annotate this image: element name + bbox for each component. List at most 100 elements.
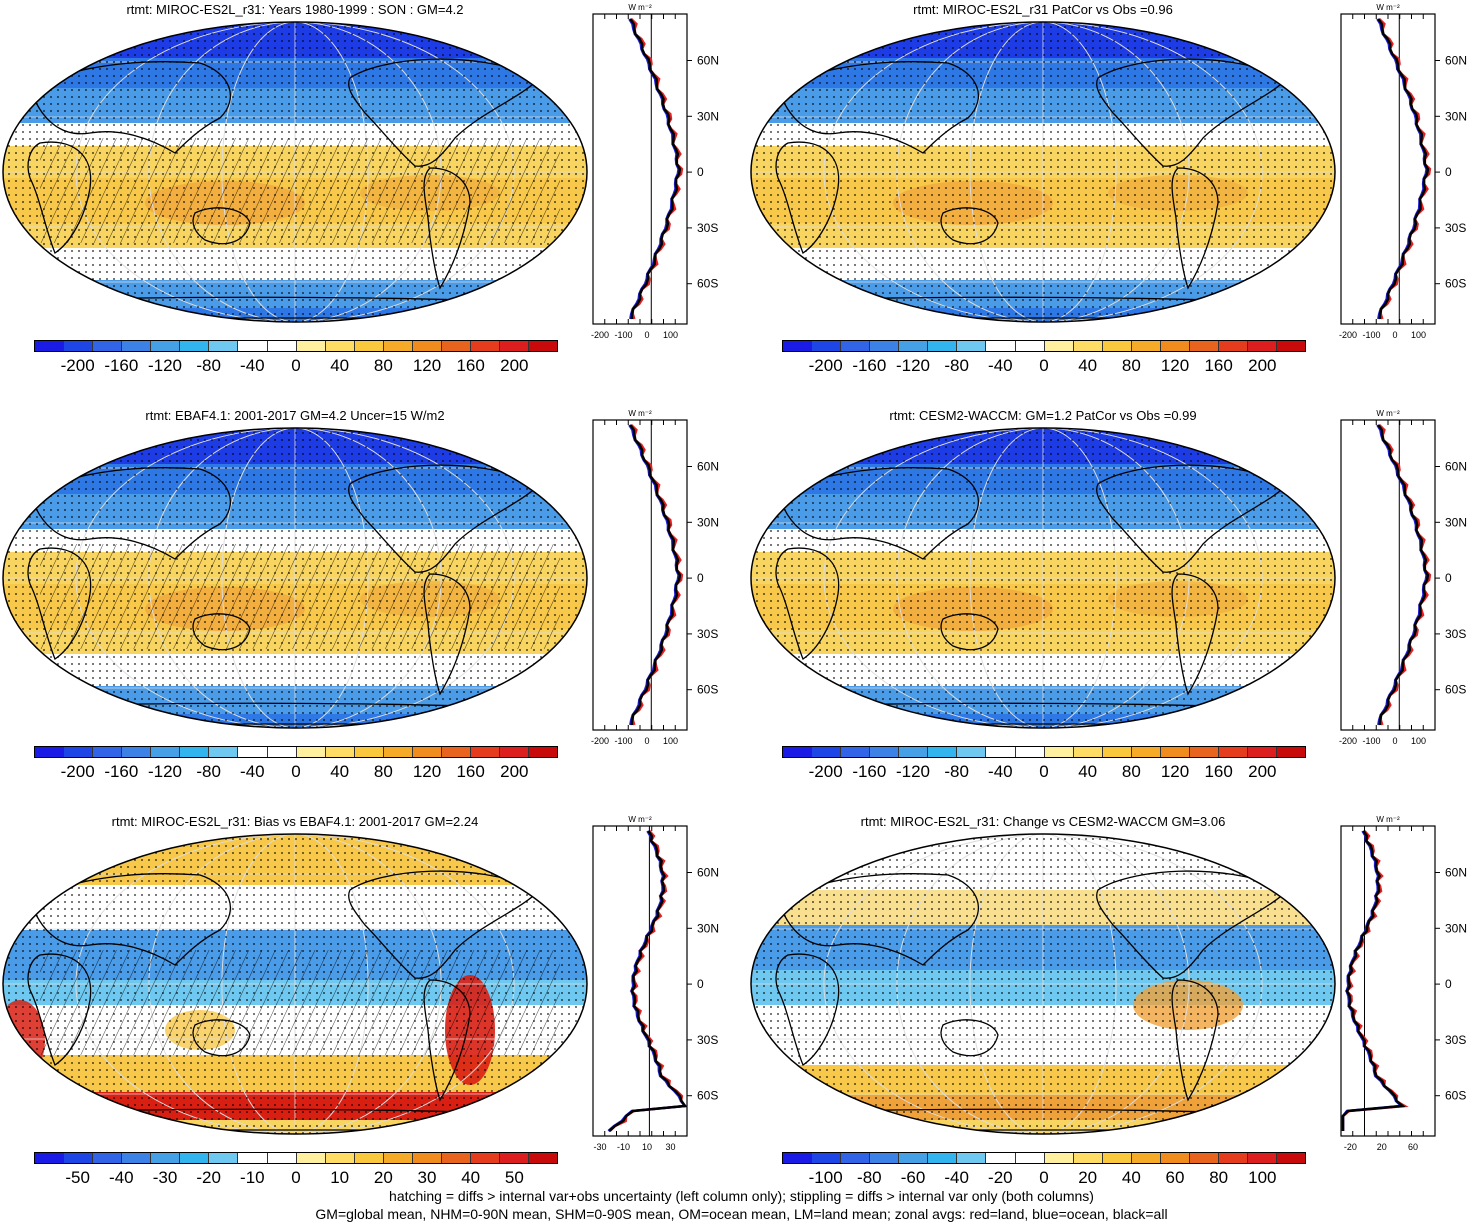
- colorbar-label: 20: [361, 1168, 405, 1188]
- colorbar: [34, 746, 558, 758]
- colorbar-swatch: [529, 341, 557, 351]
- colorbar-swatch: [122, 1153, 151, 1163]
- colorbar-swatch: [93, 341, 122, 351]
- colorbar-label: 80: [361, 356, 405, 376]
- colorbar-swatch: [1277, 341, 1305, 351]
- colorbar-label: 0: [274, 762, 318, 782]
- colorbar-swatch: [870, 747, 899, 757]
- colorbar-label: -200: [804, 762, 848, 782]
- colorbar-label: -120: [143, 356, 187, 376]
- colorbar-label: -80: [847, 1168, 891, 1188]
- zonal-all-line: [1378, 425, 1428, 725]
- panel-title: rtmt: CESM2-WACCM: GM=1.2 PatCor vs Obs …: [748, 408, 1338, 423]
- colorbar-label: -80: [187, 356, 231, 376]
- colorbar-swatch: [1016, 341, 1045, 351]
- zonal-ocean-line: [1377, 19, 1426, 319]
- colorbar-swatch: [928, 747, 957, 757]
- zonal-unit-label: W m⁻²: [1376, 815, 1400, 824]
- colorbar-swatch: [384, 747, 413, 757]
- zonal-all-line: [1378, 19, 1428, 319]
- lat-label: 60N: [1445, 460, 1467, 474]
- colorbar-swatch: [986, 1153, 1015, 1163]
- colorbar-label: 0: [274, 356, 318, 376]
- colorbar-label: 60: [1153, 1168, 1197, 1188]
- colorbar-swatch: [355, 341, 384, 351]
- colorbar-swatch: [209, 1153, 238, 1163]
- colorbar-swatch: [1074, 341, 1103, 351]
- colorbar-swatch: [1219, 747, 1248, 757]
- colorbar-swatch: [442, 341, 471, 351]
- colorbar-swatch: [1045, 747, 1074, 757]
- colorbar-swatch: [1161, 341, 1190, 351]
- colorbar-swatch: [326, 1153, 355, 1163]
- zonal-all-line: [630, 425, 680, 725]
- colorbar-label: 40: [449, 1168, 493, 1188]
- colorbar-swatch: [500, 341, 529, 351]
- colorbar-swatch: [1045, 1153, 1074, 1163]
- colorbar-swatch: [957, 1153, 986, 1163]
- colorbar-label: 120: [405, 356, 449, 376]
- colorbar-label: 40: [318, 356, 362, 376]
- colorbar-swatch: [64, 747, 93, 757]
- zonal-all-line: [609, 831, 685, 1131]
- colorbar-label: -200: [56, 356, 100, 376]
- colorbar-swatch: [151, 1153, 180, 1163]
- zonal-unit-label: W m⁻²: [1376, 3, 1400, 12]
- colorbar: [782, 1152, 1306, 1164]
- map-panel-3: rtmt: EBAF4.1: 2001-2017 GM=4.2 Uncer=15…: [0, 406, 735, 806]
- robinson-map: [748, 18, 1338, 330]
- zonal-x-tick: 30: [666, 1142, 676, 1152]
- zonal-land-line: [631, 425, 682, 725]
- colorbar-label: -120: [891, 356, 935, 376]
- colorbar-swatch: [841, 341, 870, 351]
- zonal-land-line: [610, 831, 685, 1131]
- zonal-x-tick: -100: [615, 736, 633, 746]
- colorbar-swatch: [471, 747, 500, 757]
- colorbar-label: 40: [1066, 356, 1110, 376]
- zonal-all-line: [630, 19, 680, 319]
- lat-label: 30S: [1445, 1033, 1466, 1047]
- colorbar-swatch: [64, 1153, 93, 1163]
- colorbar-label: 200: [1240, 356, 1284, 376]
- colorbar-swatch: [209, 341, 238, 351]
- zonal-unit-label: W m⁻²: [628, 3, 652, 12]
- zonal-ocean-line: [629, 19, 678, 319]
- colorbar-label: 200: [492, 356, 536, 376]
- lat-label: 0: [697, 571, 704, 585]
- colorbar-swatch: [268, 747, 297, 757]
- zonal-land-line: [1343, 831, 1405, 1131]
- colorbar-swatch: [384, 1153, 413, 1163]
- colorbar-swatch: [1132, 747, 1161, 757]
- colorbar-label: 120: [1153, 762, 1197, 782]
- colorbar-label: -40: [978, 762, 1022, 782]
- zonal-x-tick: -200: [1339, 330, 1357, 340]
- colorbar-label: -40: [230, 356, 274, 376]
- colorbar: [34, 340, 558, 352]
- zonal-ocean-line: [608, 831, 685, 1131]
- colorbar-swatch: [899, 747, 928, 757]
- colorbar-swatch: [355, 1153, 384, 1163]
- colorbar-swatch: [151, 341, 180, 351]
- colorbar-label: 80: [1197, 1168, 1241, 1188]
- colorbar-swatch: [1161, 1153, 1190, 1163]
- robinson-map: [0, 424, 590, 736]
- colorbar-label: 160: [1197, 762, 1241, 782]
- colorbar-swatch: [812, 341, 841, 351]
- lat-label: 30S: [697, 627, 718, 641]
- colorbar-swatch: [812, 747, 841, 757]
- colorbar: [782, 340, 1306, 352]
- colorbar-swatch: [1161, 747, 1190, 757]
- panel-title: rtmt: MIROC-ES2L_r31: Bias vs EBAF4.1: 2…: [0, 814, 590, 829]
- zonal-x-tick: -10: [617, 1142, 630, 1152]
- lat-label: 30N: [1445, 921, 1467, 935]
- colorbar-swatch: [1045, 341, 1074, 351]
- colorbar-label: -60: [891, 1168, 935, 1188]
- colorbar-swatch: [783, 1153, 812, 1163]
- zonal-unit-label: W m⁻²: [628, 815, 652, 824]
- colorbar-swatch: [355, 747, 384, 757]
- zonal-x-tick: 100: [1411, 330, 1426, 340]
- colorbar-swatch: [1190, 1153, 1219, 1163]
